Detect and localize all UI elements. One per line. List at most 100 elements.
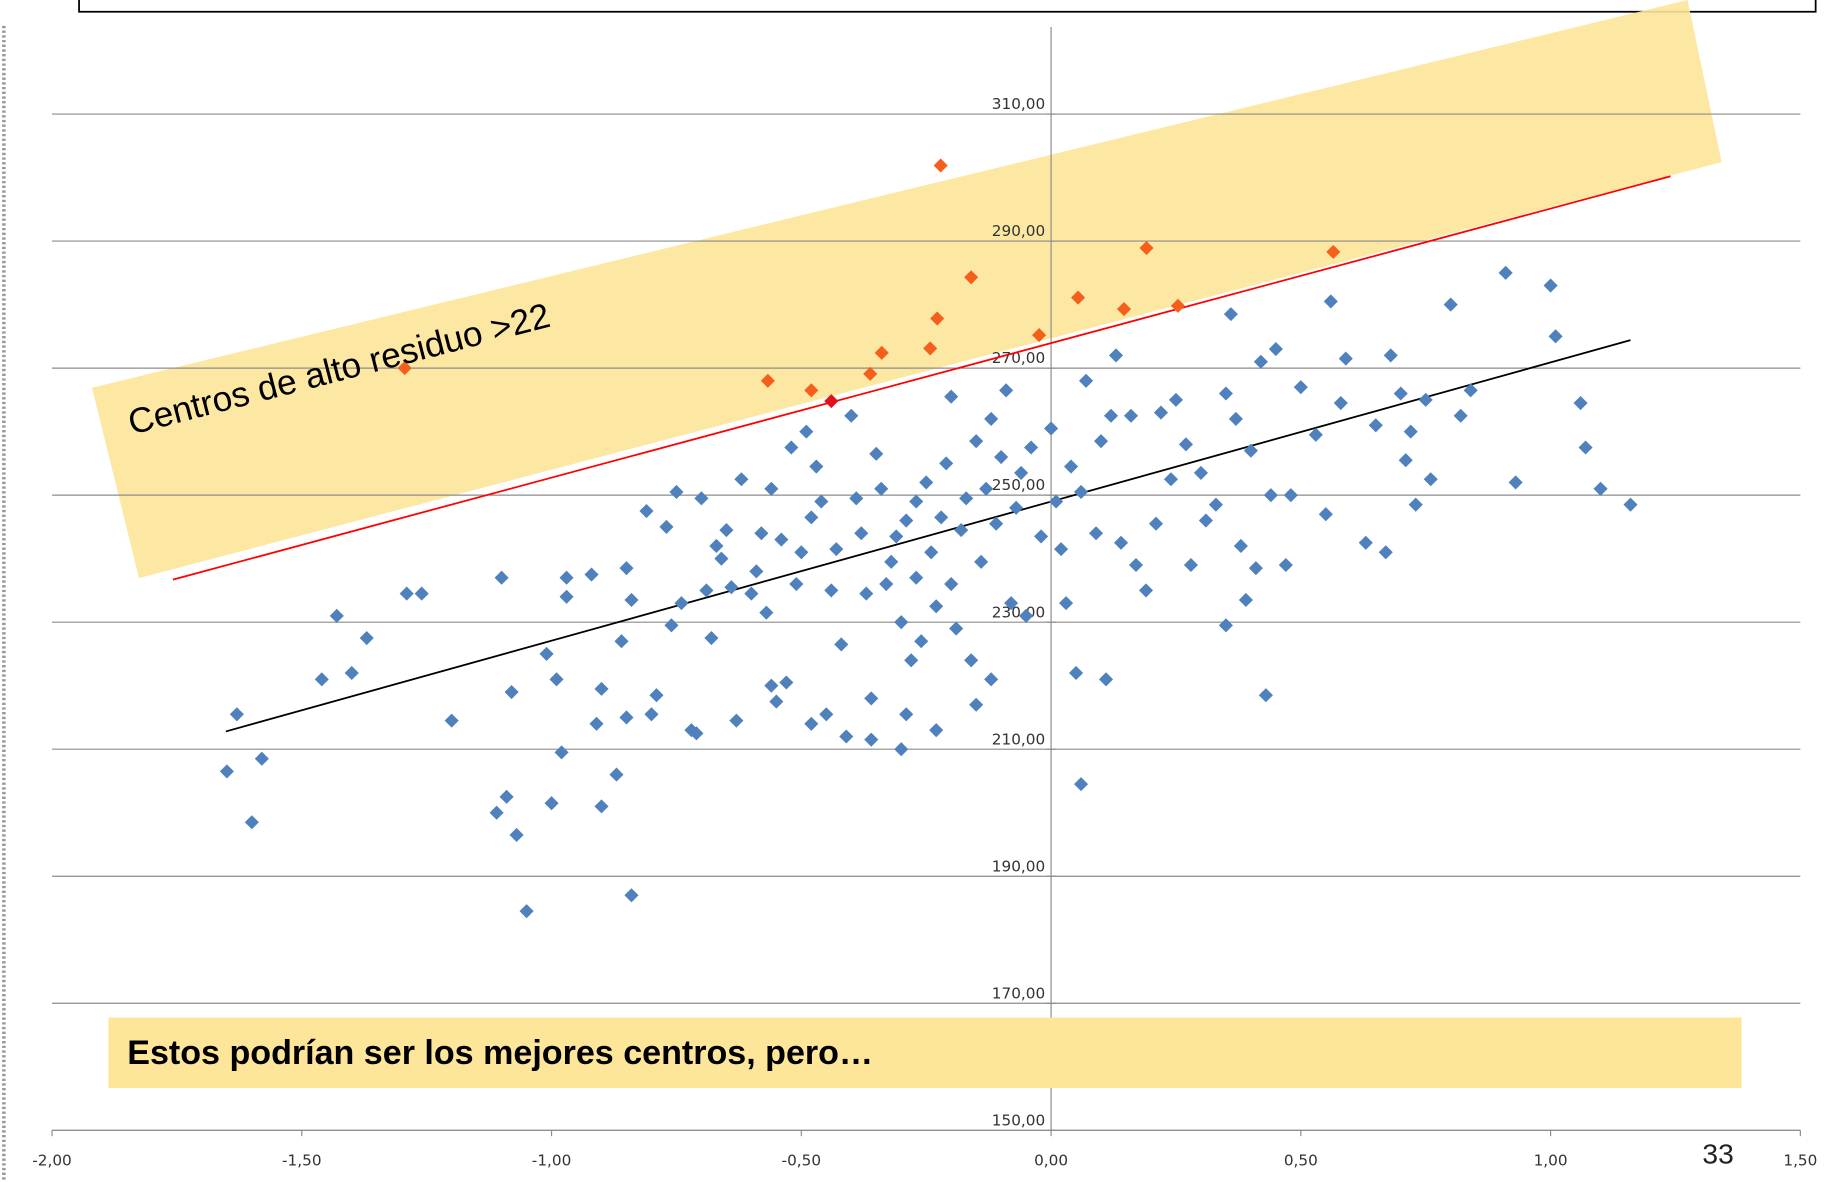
point <box>829 542 844 557</box>
point <box>904 653 919 668</box>
point <box>949 621 964 636</box>
x-tick-label: 1,50 <box>1783 1151 1817 1169</box>
point <box>499 789 514 804</box>
point <box>929 723 944 738</box>
point <box>1069 665 1084 681</box>
point <box>1009 500 1024 515</box>
point <box>1064 459 1079 474</box>
x-tick-label: -0,50 <box>782 1151 822 1169</box>
point <box>644 707 659 722</box>
point <box>834 637 849 652</box>
point <box>1228 411 1243 426</box>
point <box>1323 294 1338 309</box>
point <box>1443 297 1458 312</box>
point <box>1103 408 1119 423</box>
point <box>979 481 994 496</box>
point <box>559 589 574 604</box>
point <box>1208 497 1223 512</box>
point <box>909 570 924 585</box>
point <box>734 472 749 487</box>
point <box>444 713 459 728</box>
point <box>559 570 574 585</box>
point <box>714 551 729 566</box>
point <box>704 631 719 646</box>
point <box>1403 424 1418 439</box>
point <box>824 583 839 598</box>
point <box>1258 688 1273 703</box>
point <box>1138 583 1154 598</box>
point <box>1248 561 1263 576</box>
y-tick-label: 290,00 <box>992 222 1045 240</box>
point <box>749 564 764 579</box>
point <box>594 681 609 696</box>
point <box>1418 392 1433 407</box>
point <box>624 888 639 903</box>
note-text: Estos podrían ser los mejores centros, p… <box>127 1034 873 1072</box>
title-frame <box>78 0 1817 13</box>
point <box>1263 488 1278 503</box>
point <box>894 742 909 757</box>
y-tick-label: 270,00 <box>992 349 1045 367</box>
point <box>959 491 974 506</box>
point <box>624 592 639 607</box>
point <box>549 672 564 687</box>
point <box>694 491 709 506</box>
point <box>769 694 784 709</box>
point <box>1243 443 1258 458</box>
point <box>1116 301 1132 317</box>
point <box>1074 777 1089 792</box>
point <box>1268 342 1283 357</box>
point <box>1044 421 1059 436</box>
point <box>969 434 984 449</box>
point <box>689 726 704 741</box>
point <box>1378 545 1393 560</box>
point <box>1308 427 1323 442</box>
point <box>1178 437 1194 452</box>
point <box>1593 481 1608 496</box>
point <box>1326 244 1341 259</box>
point <box>819 707 834 722</box>
point <box>244 815 259 830</box>
point <box>554 745 569 760</box>
point <box>1093 434 1109 449</box>
trend-line <box>225 339 1631 733</box>
point <box>359 631 374 646</box>
page-number: 33 <box>1702 1138 1733 1170</box>
point <box>1423 472 1438 487</box>
trend-line <box>172 175 1671 581</box>
y-tick-label: 310,00 <box>992 95 1045 113</box>
point <box>969 697 984 712</box>
highlight-band <box>91 0 1722 579</box>
point <box>724 580 739 595</box>
point <box>774 532 789 547</box>
point <box>863 366 878 381</box>
point <box>1338 351 1353 366</box>
point <box>1078 373 1094 388</box>
point <box>619 561 634 576</box>
y-tick-label: 170,00 <box>992 984 1045 1002</box>
y-tick-label: 150,00 <box>992 1111 1045 1129</box>
point <box>779 675 794 690</box>
point <box>1123 408 1139 423</box>
point <box>933 158 948 173</box>
point <box>984 411 999 426</box>
point <box>1463 383 1478 398</box>
x-tick-label: 0,00 <box>1034 1151 1068 1169</box>
x-tick-label: -1,50 <box>282 1151 322 1169</box>
point <box>504 684 519 700</box>
point <box>397 361 412 376</box>
point <box>964 653 979 668</box>
point <box>839 729 854 744</box>
point <box>894 615 909 630</box>
point <box>494 570 509 585</box>
point <box>729 713 744 728</box>
point <box>1408 497 1423 512</box>
point <box>1032 328 1047 343</box>
point <box>809 459 824 474</box>
point <box>884 554 899 569</box>
point <box>1128 557 1144 573</box>
x-tick-label: -2,00 <box>32 1151 72 1169</box>
point <box>874 481 889 496</box>
point <box>899 707 914 722</box>
